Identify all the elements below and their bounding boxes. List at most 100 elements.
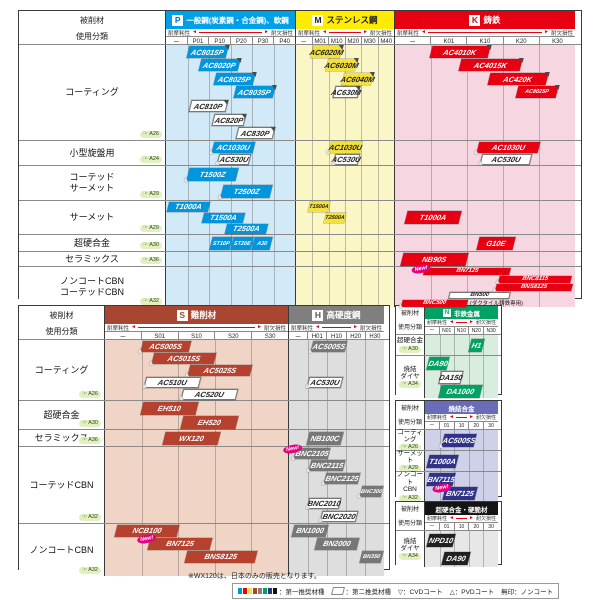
table-header-row: 被削材 S 難削材 H 高硬度鋼 (19, 306, 389, 324)
table-header-row: 被削材 超硬合金・硬脆材 (396, 502, 501, 515)
column-label: ー (429, 524, 435, 530)
usage-scale-SA: 耐摩耗性 ◄ ► 耐欠損性ー 01 10 20 30 (424, 414, 498, 429)
grid-line (345, 267, 346, 307)
material-row: ノンコートCBN コーテッドCBN ☞ A32 BN7125 New! BNC8115 B… (19, 263, 581, 308)
grade-chip-AC5005S: AC5005S (438, 433, 477, 448)
grid-line (346, 340, 347, 400)
usage-scale-H: 耐摩耗性 ◄ ► 耐欠損性ー H01 H10 H20 H30 (288, 324, 384, 341)
grade-chip-AC830P: AC830P (235, 127, 275, 140)
column-label: K10 (466, 37, 502, 46)
cvd-coat-mark-icon (485, 44, 492, 50)
grid-line (454, 335, 456, 355)
column-label: P01 (186, 37, 209, 46)
column-label: N20 (468, 327, 483, 334)
grade-cell-H: AC5005S AC530U (288, 340, 384, 400)
grid-line (252, 267, 253, 307)
grid-line (178, 340, 180, 400)
pvd-coat-mark-icon (179, 394, 185, 400)
grade-chip-label: T1000A (428, 456, 457, 466)
row-label-text: 超硬合金 (43, 409, 80, 420)
wear-resistance-label: 耐摩耗性 (168, 30, 191, 37)
hard-brittle-table: 被削材 超硬合金・硬脆材 使用分類 耐摩耗性 ◄ ► 耐欠損性ー 01 10 20 30 焼結 ダイヤ… (395, 501, 502, 567)
grade-chip-label: AC5005S (147, 341, 183, 351)
group-title: 鋳鉄 (483, 15, 501, 25)
row-label: サーメット ☞ A29 (19, 201, 165, 234)
grade-chip-label: BNC500 (422, 300, 447, 306)
group-title: ステンレス鋼 (326, 15, 378, 25)
usage-row: 使用分類 耐摩耗性 ◄ ► 耐欠損性ー 01 10 20 30 (396, 414, 501, 429)
legend-second-label: ：第二推奨材種 (345, 589, 392, 596)
grade-chip-label: NPD10 (427, 535, 455, 545)
grid-line (308, 447, 309, 523)
grade-chip-BNC8115: BNC8115 (496, 275, 573, 284)
row-label: 超硬合金 ☞ A30 (19, 235, 165, 251)
pvd-coat-mark-icon (149, 359, 155, 365)
grade-chip-label: EH520 (196, 417, 222, 427)
color-square-icon (238, 588, 242, 594)
color-square-icon (253, 588, 257, 594)
row-label-text: コーティング (65, 87, 119, 98)
row-label: コーテッド サーメット ☞ A29 (19, 166, 165, 200)
group-letter-badge: S (176, 309, 188, 321)
grid-line (345, 235, 346, 251)
grade-cell-SA: T1000A (424, 451, 498, 471)
material-row: コーテッドCBN ☞ A32 BNC2105 New! BNC2115 BNC2125 BN… (19, 443, 389, 523)
grade-chip-label: AC5025S (202, 365, 238, 375)
grade-chip-label: ST10P (212, 240, 231, 246)
grid-line (346, 447, 347, 523)
row-label: コーティング ☞ A26 (19, 340, 104, 400)
column-label: M20 (344, 37, 362, 46)
row-label-text: コーティング (34, 364, 89, 375)
grade-chip-T2500A: T2500A (225, 223, 269, 234)
legend-second-choice: ：第二推奨材種 (330, 586, 392, 596)
grade-chip-T1500Z: T1500Z (183, 168, 239, 182)
column-label: 01 (438, 523, 454, 530)
usage-scale-K: 耐摩耗性 ◄ ► 耐欠損性ー K01 K10 K20 K30 (394, 29, 575, 46)
row-label: コーテッドCBN ☞ A32 (19, 447, 104, 523)
column-label: ー (300, 40, 307, 46)
grade-chip-NB100C: NB100C (306, 431, 344, 445)
grid-line (431, 267, 432, 307)
material-row: サーメット ☞ A29 T1000A (396, 449, 501, 473)
grade-chip-label: DA90 (427, 358, 449, 368)
grade-chip-BNC500: BNC500 (ダクタイル鋳鉄専用) (399, 299, 523, 308)
grade-chip-label: BNC2125 (324, 474, 360, 484)
grade-chip-AC1030U: AC1030U (326, 141, 363, 154)
row-label-text: セラミックス (34, 432, 89, 443)
group-title: 一般鋼(炭素鋼・合金鋼)、軟鋼 (186, 15, 289, 25)
grid-line (214, 401, 216, 429)
grid-line (468, 472, 470, 501)
grade-cell-M: AC6020M AC6030M AC6040M AC630M (295, 44, 394, 140)
grade-chip-AC520U: AC520U (179, 388, 239, 400)
grid-line (178, 401, 180, 429)
row-label-text: 焼結 ダイヤ (400, 365, 420, 380)
grid-line (187, 267, 189, 307)
grid-line (251, 524, 253, 576)
cvd-coat-mark-icon (235, 58, 242, 64)
grid-line (539, 166, 540, 200)
group-header-K: K 鋳鉄 (394, 11, 575, 29)
grid-line (361, 45, 363, 140)
row-label-text: サーメット (397, 449, 423, 464)
grade-chip-DA150: DA150 (438, 370, 463, 384)
pvd-coat-mark-icon (492, 286, 498, 292)
pvd-coat-mark-icon (306, 467, 312, 473)
column-label: K01 (430, 37, 466, 46)
grid-line (345, 252, 346, 266)
grade-chip-label: BN7125 (445, 489, 475, 499)
grade-chip-label: T2500A (324, 214, 346, 221)
grade-chip-label: AC530U (218, 154, 250, 164)
grade-chip-AC8020P: AC8020P (198, 58, 242, 72)
pvd-coat-mark-icon (305, 504, 311, 510)
column-label: 20 (468, 523, 483, 530)
grid-line (252, 252, 253, 266)
column-label: M30 (361, 37, 378, 46)
column-label: M10 (328, 37, 345, 46)
arrow-left-icon: ◄ (449, 414, 454, 420)
grade-chip-AC530U: AC530U (330, 153, 361, 165)
grid-line (361, 252, 363, 266)
grid-line (230, 252, 232, 266)
page-ref-badge: ☞ A30 (399, 345, 421, 353)
grade-cell-H: BN1000 BN2000 BN350 (288, 524, 384, 576)
grid-line (539, 252, 540, 266)
